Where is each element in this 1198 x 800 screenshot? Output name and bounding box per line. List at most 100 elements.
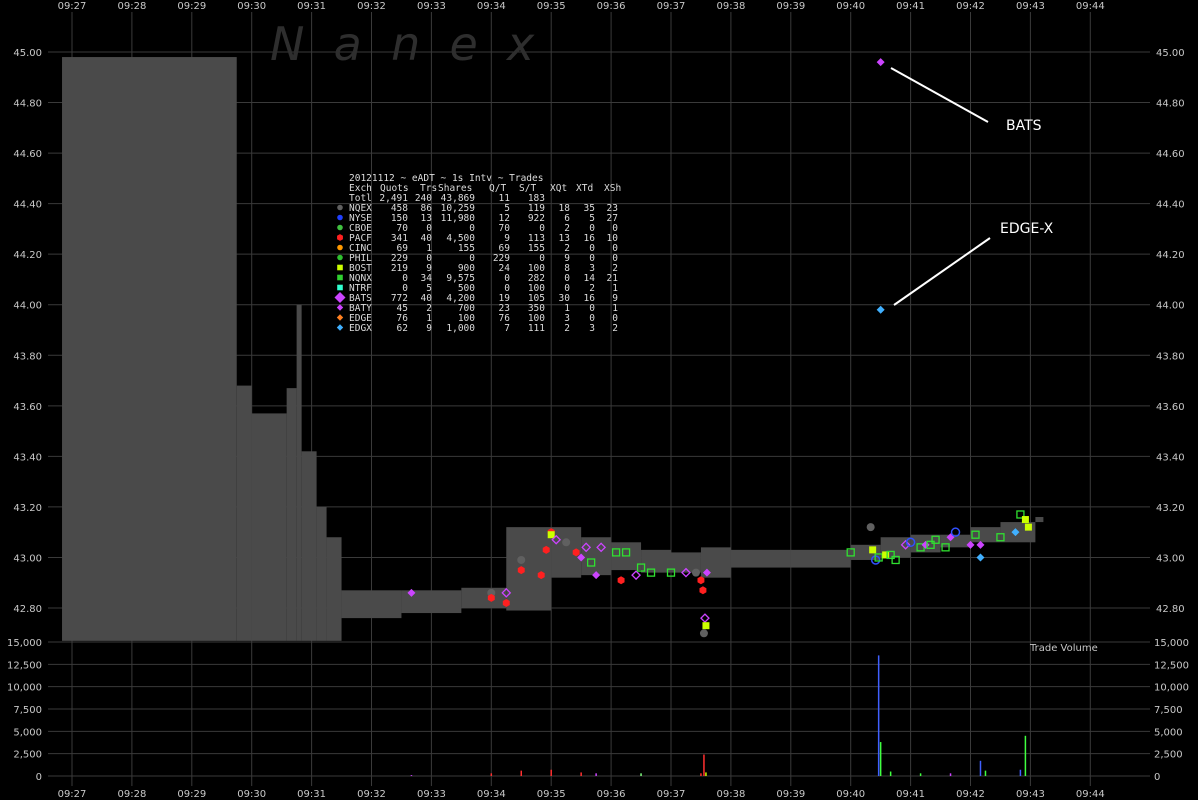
volume-bar (984, 770, 987, 776)
table-cell: 76 (397, 313, 409, 324)
table-cell: 2 (612, 323, 618, 334)
x-tick-label-bottom: 09:35 (537, 789, 566, 800)
table-row-symbol (336, 304, 344, 311)
table-cell: 105 (528, 293, 545, 304)
table-cell: 0 (469, 253, 475, 264)
price-tick-label-left: 44.40 (13, 200, 42, 211)
x-tick-label-top: 09:37 (657, 1, 686, 12)
table-cell: 2 (564, 323, 570, 334)
table-cell: BOST (349, 263, 372, 274)
table-cell: 43,869 (441, 193, 476, 204)
table-cell: 9 (612, 293, 618, 304)
price-tick-label-right: 44.20 (1156, 250, 1185, 261)
volume-bar (640, 773, 642, 776)
table-row-symbol (337, 254, 343, 261)
trade-marker-bost (1021, 516, 1029, 524)
table-cell: 0 (564, 273, 570, 284)
trade-marker-nqex (866, 523, 875, 532)
table-header-cell: Exch (349, 183, 372, 194)
table-cell: 0 (402, 283, 408, 294)
table-row-symbol (337, 204, 343, 211)
table-cell: 5 (426, 283, 432, 294)
quote-band-segment (970, 527, 1001, 543)
table-row-symbol (336, 324, 344, 331)
quote-band-segment (730, 549, 791, 568)
trade-marker-edgx (876, 305, 885, 314)
trade-marker-edgx (1011, 528, 1020, 537)
x-axis-top: 09:27 09:28 09:29 09:30 09:31 09:32 09:33 09:34… (58, 1, 1105, 12)
x-tick-label-bottom: 09:39 (776, 789, 805, 800)
table-cell: 0 (589, 303, 595, 314)
table-cell: 70 (397, 223, 409, 234)
x-tick-label-bottom: 09:38 (716, 789, 745, 800)
table-cell: 11 (499, 193, 511, 204)
table-cell: 113 (528, 233, 545, 244)
table-cell: 62 (397, 323, 408, 334)
table-cell: BATY (349, 303, 372, 314)
volume-bar (580, 772, 582, 776)
table-cell: 23 (607, 203, 618, 214)
table-cell: 111 (528, 323, 545, 334)
price-tick-label-right: 44.80 (1156, 99, 1185, 110)
x-tick-label-bottom: 09:30 (237, 789, 266, 800)
volume-axis-label: Trade Volume (1029, 643, 1098, 654)
x-tick-label-bottom: 09:32 (357, 789, 386, 800)
trade-marker-bost (869, 546, 877, 554)
volume-tick-label-right: 15,000 (1154, 638, 1189, 649)
volume-bar (879, 742, 882, 776)
table-row-symbol (337, 244, 343, 251)
table-cell: 0 (539, 223, 545, 234)
trade-marker-nqex (691, 568, 700, 577)
price-tick-label-left: 43.60 (13, 402, 42, 413)
table-cell: 45 (397, 303, 408, 314)
price-tick-label-right: 44.60 (1156, 149, 1185, 160)
x-tick-label-top: 09:35 (537, 1, 566, 12)
trade-marker-nqnx (621, 548, 631, 557)
table-cell: 0 (589, 223, 595, 234)
table-cell: 155 (528, 243, 545, 254)
volume-tick-label-left: 12,500 (7, 660, 42, 671)
table-cell: 240 (415, 193, 432, 204)
trade-marker-baty (681, 567, 691, 578)
table-cell: PACF (349, 233, 372, 244)
trade-marker-nqnx (996, 533, 1005, 542)
trade-marker-nyse (950, 527, 961, 537)
table-cell: 0 (589, 313, 595, 324)
x-tick-label-top: 09:31 (297, 1, 326, 12)
table-title: 20121112 ~ eADT ~ 1s Intv ~ Trades (349, 173, 543, 184)
x-tick-label-top: 09:34 (477, 1, 506, 12)
trade-marker-bats (966, 540, 975, 549)
table-cell: 458 (391, 203, 408, 214)
table-cell: 2 (564, 243, 570, 254)
volume-bar (949, 773, 952, 776)
table-cell: 0 (426, 223, 432, 234)
table-cell: 24 (499, 263, 511, 274)
price-tick-label-left: 43.00 (13, 553, 42, 564)
x-tick-label-bottom: 09:42 (956, 789, 985, 800)
table-cell: 2 (564, 223, 570, 234)
x-tick-label-top: 09:44 (1076, 1, 1105, 12)
trade-marker-nqnx (916, 543, 925, 552)
table-cell: 16 (584, 233, 596, 244)
exchange-table: 20121112 ~ eADT ~ 1s Intv ~ Trades Exch Q… (334, 173, 621, 334)
quote-band-segment (341, 590, 402, 619)
trade-marker-bats (976, 540, 985, 549)
volume-bar (889, 771, 892, 776)
table-cell: 183 (528, 193, 545, 204)
x-tick-label-top: 09:32 (357, 1, 386, 12)
trade-marker-bats (577, 553, 586, 562)
trade-marker-baty (631, 570, 641, 581)
price-tick-label-left: 44.60 (13, 149, 42, 160)
x-tick-label-top: 09:39 (776, 1, 805, 12)
table-cell: 2,491 (379, 193, 408, 204)
table-cell: 14 (584, 273, 596, 284)
trade-marker-edgx (976, 553, 985, 562)
table-cell: 9,575 (446, 273, 475, 284)
price-tick-label-left: 42.80 (13, 604, 42, 615)
trade-marker-nqex (517, 555, 526, 564)
x-tick-label-top: 09:40 (836, 1, 865, 12)
table-cell: 100 (528, 283, 545, 294)
table-cell: 0 (589, 253, 595, 264)
trade-marker-nqnx (941, 543, 950, 552)
table-cell: 150 (391, 213, 408, 224)
